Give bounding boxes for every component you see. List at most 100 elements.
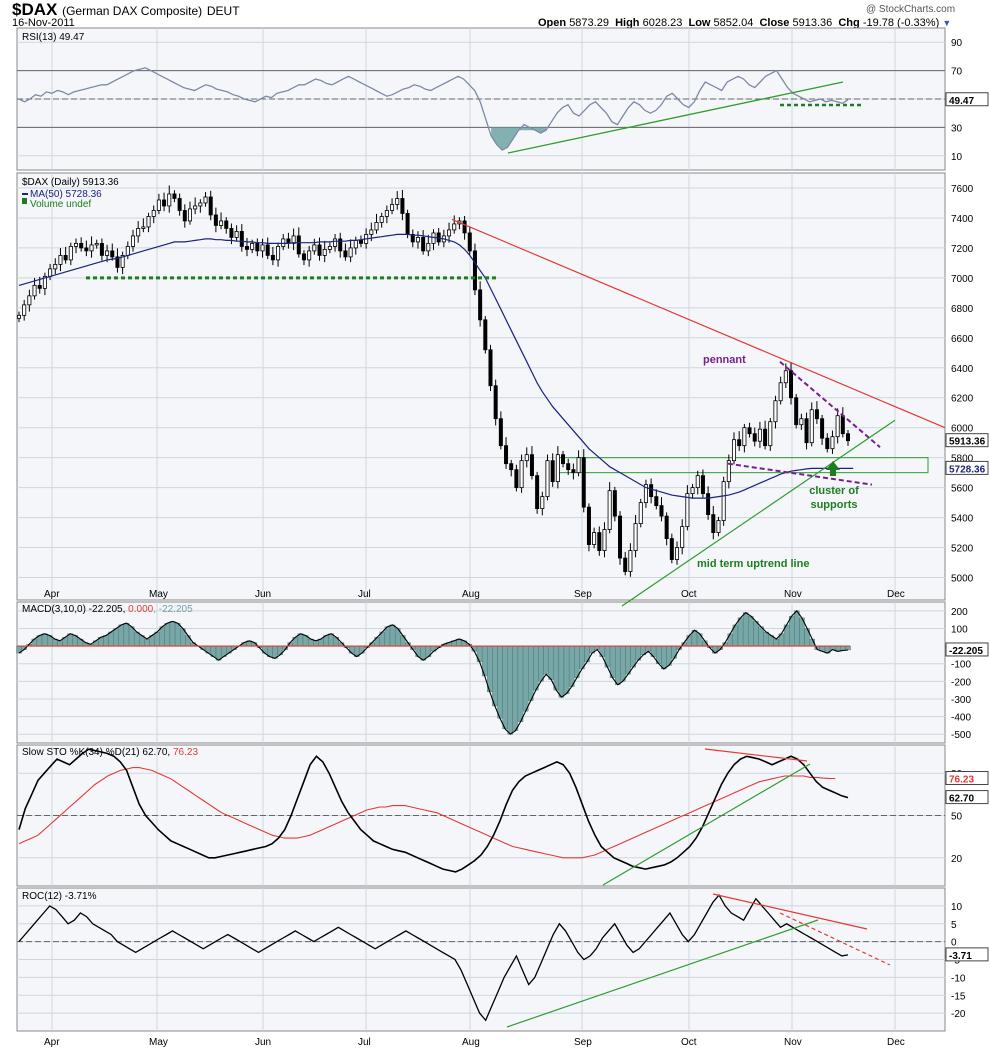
month-label: Nov	[784, 1037, 802, 1048]
candle	[219, 220, 224, 226]
y-tick-label: 7600	[951, 184, 974, 195]
y-tick-label: 7000	[951, 274, 974, 285]
candle	[374, 222, 379, 231]
low-value: 5852.04	[713, 17, 754, 29]
candle	[840, 415, 845, 435]
y-tick-label: 6800	[951, 304, 974, 315]
macd-hist-bar	[763, 631, 769, 647]
y-tick-label: 6600	[951, 334, 974, 345]
macd-hist-bar	[742, 612, 749, 647]
macd-hist-bar	[599, 645, 606, 657]
y-tick-label: 6200	[951, 394, 974, 405]
watermark: @ StockCharts.com	[866, 4, 956, 15]
candle	[757, 428, 762, 442]
candle	[514, 469, 519, 489]
candle	[581, 457, 586, 508]
candle	[799, 418, 804, 426]
candle	[213, 214, 218, 226]
candle	[162, 199, 167, 207]
candle	[742, 427, 747, 447]
cluster-arrow-icon	[826, 461, 840, 476]
month-label: Apr	[44, 1037, 60, 1048]
candle	[607, 490, 612, 530]
symbol-name: (German DAX Composite)	[62, 4, 203, 18]
macd-hist-bar	[737, 617, 744, 647]
macd-hist-bar	[164, 623, 171, 647]
sto-k-value: Slow STO %K(34) %D(21) 62.70,	[22, 747, 173, 758]
macd-hist-bar	[476, 645, 483, 663]
candle	[706, 493, 711, 516]
candle	[768, 421, 773, 447]
candle	[317, 244, 322, 256]
candle	[369, 229, 374, 235]
candle	[203, 196, 208, 204]
candle	[809, 409, 814, 444]
macd-hist-value: , -22.205	[153, 604, 193, 615]
candle	[136, 228, 141, 237]
macd-hist-bar	[522, 645, 529, 712]
candle	[384, 210, 389, 217]
volume-legend: Volume undef	[30, 199, 91, 210]
macd-hist-bar	[215, 645, 222, 661]
month-label: Jun	[255, 1037, 271, 1048]
dropdown-triangle-icon[interactable]: ▼	[942, 18, 952, 28]
roc-downtrend-line	[712, 893, 868, 930]
candle	[270, 255, 275, 261]
value-badge	[945, 790, 989, 805]
annotation-cluster-2: supports	[810, 499, 857, 511]
rsi-line	[18, 67, 849, 151]
macd-hist-bar	[538, 645, 544, 682]
macd-hist-bar	[758, 626, 764, 647]
candle	[695, 475, 700, 489]
candle	[276, 246, 281, 261]
macd-hist-bar	[625, 645, 631, 675]
candle	[659, 505, 664, 517]
close-value: 5913.36	[792, 17, 833, 29]
value-badge-label: 5913.36	[949, 437, 986, 448]
y-tick-label: 7400	[951, 214, 974, 225]
month-label: Dec	[887, 1037, 905, 1048]
candle	[447, 229, 452, 237]
macd-hist-bar	[154, 631, 160, 647]
month-label: May	[149, 1037, 168, 1048]
macd-hist-bar	[512, 645, 519, 731]
candle	[732, 439, 737, 462]
candle	[73, 243, 78, 247]
candle	[390, 204, 395, 211]
candle	[255, 243, 260, 252]
y-tick-label: -300	[951, 695, 971, 706]
sto-k-line	[18, 748, 849, 873]
candle	[400, 198, 405, 214]
candle	[664, 515, 669, 539]
macd-hist-bar	[128, 626, 135, 647]
candle	[229, 228, 234, 238]
annotation-pennant: pennant	[703, 354, 746, 366]
candle	[291, 235, 296, 244]
macd-hist-bar	[645, 645, 652, 652]
macd-hist-bar	[579, 645, 585, 670]
low-label: Low	[688, 17, 711, 29]
candle	[32, 284, 37, 297]
candle	[48, 268, 53, 277]
candle	[167, 193, 172, 207]
macd-hist-bar	[389, 624, 396, 647]
annotation-uptrend: mid term uptrend line	[697, 558, 809, 570]
chg-value: -19.78 (-0.33%)	[862, 17, 940, 29]
sto-d-value: 76.23	[173, 747, 198, 758]
macd-hist-bar	[528, 645, 534, 701]
y-tick-label: 10	[951, 902, 963, 913]
candle	[105, 250, 110, 256]
candle	[690, 487, 695, 495]
sto-d-line	[18, 767, 836, 859]
macd-hist-bar	[123, 623, 130, 647]
exchange: DEUT	[206, 4, 240, 18]
month-label: Apr	[44, 589, 60, 600]
macd-hist-bar	[620, 645, 626, 682]
candle	[566, 463, 571, 471]
candle	[182, 210, 187, 222]
macd-hist-bar	[31, 638, 38, 647]
macd-hist-bar	[497, 645, 503, 719]
candle	[301, 253, 306, 261]
candle	[680, 526, 685, 548]
candle	[37, 284, 42, 289]
